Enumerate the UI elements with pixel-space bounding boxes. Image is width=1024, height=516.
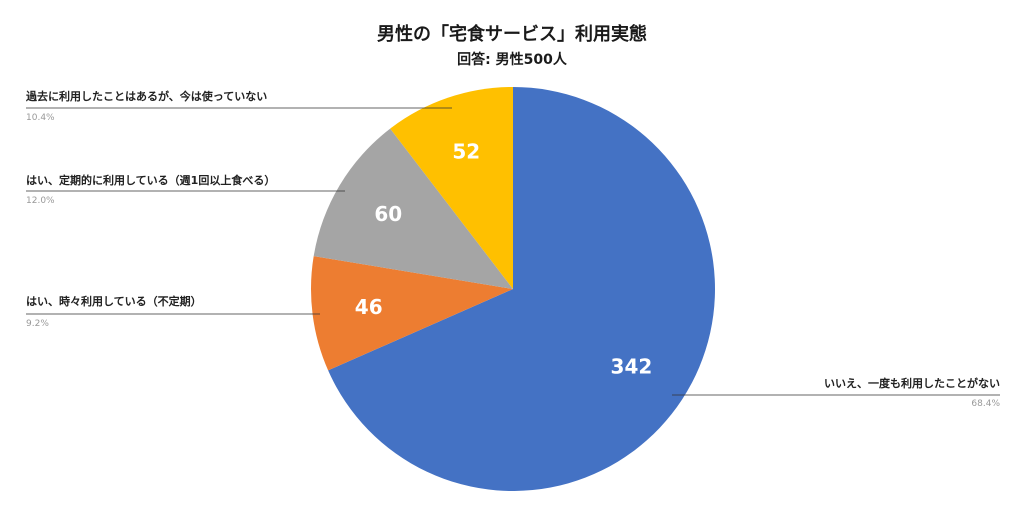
slice-value-labels: 342 46 60 52 (355, 139, 653, 378)
callout-label: 過去に利用したことはあるが、今は使っていない (25, 89, 267, 103)
callout-label: いいえ、一度も利用したことがない (824, 376, 1000, 390)
slice-value-label: 342 (611, 354, 653, 378)
pie-slice (328, 87, 715, 491)
callout-percent: 9.2% (26, 319, 49, 329)
callout-percent: 12.0% (26, 196, 55, 206)
slice-value-label: 60 (374, 202, 402, 226)
callout-label: はい、時々利用している（不定期） (26, 294, 202, 308)
pie-slices (311, 87, 715, 491)
chart-subtitle: 回答: 男性500人 (457, 51, 568, 68)
chart-title: 男性の「宅食サービス」利用実態 (377, 23, 647, 45)
callout-label: はい、定期的に利用している（週1回以上食べる） (26, 173, 275, 187)
pie-slice (311, 256, 513, 371)
callout-percent: 68.4% (971, 399, 1000, 409)
pie-slice (390, 87, 513, 289)
pie-slice (313, 128, 513, 289)
callout-percent: 10.4% (26, 113, 55, 123)
callout-labels: いいえ、一度も利用したことがない 68.4% はい、時々利用している（不定期） 9.2… (25, 89, 1000, 409)
slice-value-label: 46 (355, 295, 383, 319)
slice-value-label: 52 (452, 139, 480, 163)
